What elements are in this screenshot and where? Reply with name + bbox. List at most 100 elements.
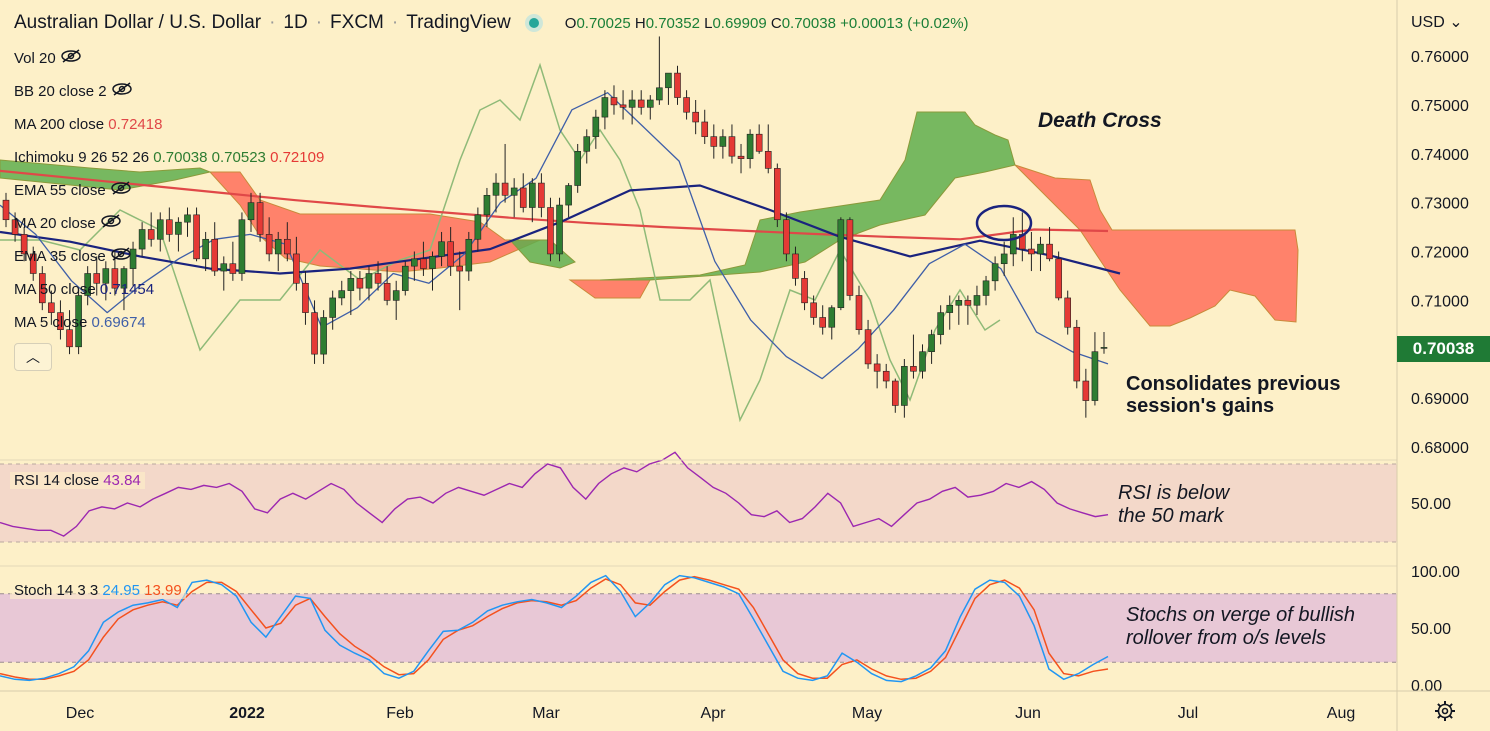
candle-bearish[interactable] — [66, 329, 73, 348]
candle-bullish[interactable] — [556, 204, 563, 255]
candle-bearish[interactable] — [256, 202, 264, 235]
candle-bullish[interactable] — [75, 295, 82, 348]
legend-rsi[interactable]: RSI 14 close 43.84 — [10, 472, 145, 489]
eye-off-icon[interactable] — [100, 214, 122, 228]
symbol-title[interactable]: Australian Dollar / U.S. Dollar — [14, 12, 262, 33]
candle-bearish[interactable] — [801, 278, 808, 304]
candle-bullish[interactable] — [474, 214, 482, 240]
candle-bullish[interactable] — [392, 290, 400, 301]
candle-bearish[interactable] — [20, 234, 28, 255]
legend-ma200[interactable]: MA 200 close 0.72418 — [14, 116, 163, 133]
candle-bearish[interactable] — [1064, 297, 1072, 328]
candle-bearish[interactable] — [456, 265, 464, 272]
candle-bullish[interactable] — [510, 187, 518, 196]
candle-bullish[interactable] — [592, 116, 600, 137]
candle-bearish[interactable] — [1055, 258, 1062, 299]
candle-bearish[interactable] — [284, 238, 291, 255]
candle-bullish[interactable] — [365, 273, 373, 289]
candle-bearish[interactable] — [810, 302, 817, 318]
candle-bullish[interactable] — [184, 214, 191, 223]
candle-bullish[interactable] — [84, 273, 91, 296]
candle-bullish[interactable] — [120, 268, 128, 289]
legend-stoch[interactable]: Stoch 14 3 3 24.95 13.99 — [10, 582, 186, 599]
candle-bullish[interactable] — [982, 280, 990, 296]
eye-off-icon[interactable] — [110, 247, 132, 261]
candle-bearish[interactable] — [619, 104, 627, 108]
candle-bearish[interactable] — [374, 273, 382, 284]
candle-bullish[interactable] — [429, 256, 436, 269]
candle-bullish[interactable] — [129, 248, 137, 269]
candle-bearish[interactable] — [891, 380, 899, 406]
candle-bullish[interactable] — [238, 219, 246, 274]
candle-bearish[interactable] — [356, 278, 364, 289]
candle-bearish[interactable] — [846, 219, 854, 296]
candle-bearish[interactable] — [111, 268, 119, 289]
interval-label[interactable]: 1D — [283, 12, 308, 33]
candle-bearish[interactable] — [864, 329, 872, 365]
candle-bullish[interactable] — [220, 263, 228, 272]
gear-icon[interactable] — [1434, 700, 1456, 722]
candle-bearish[interactable] — [674, 72, 681, 98]
eye-off-icon[interactable] — [110, 181, 132, 195]
candle-bearish[interactable] — [193, 214, 200, 260]
candle-bearish[interactable] — [11, 219, 19, 235]
candle-bearish[interactable] — [783, 219, 790, 255]
candle-bearish[interactable] — [311, 312, 318, 355]
candle-bullish[interactable] — [955, 300, 963, 306]
candle-bearish[interactable] — [293, 253, 300, 284]
legend-ma20[interactable]: MA 20 close — [14, 214, 122, 232]
candle-bullish[interactable] — [329, 297, 336, 318]
candle-bearish[interactable] — [1073, 326, 1081, 382]
candle-bullish[interactable] — [1091, 351, 1099, 401]
legend-ma5[interactable]: MA 5 close 0.69674 — [14, 314, 146, 331]
candle-bullish[interactable] — [1037, 243, 1044, 255]
candle-bullish[interactable] — [320, 317, 327, 355]
candle-bearish[interactable] — [538, 182, 545, 208]
candle-bearish[interactable] — [1082, 380, 1090, 401]
candle-bullish[interactable] — [565, 185, 572, 206]
legend-ema55[interactable]: EMA 55 close — [14, 181, 132, 199]
candle-bearish[interactable] — [2, 199, 10, 221]
candle-bullish[interactable] — [656, 87, 663, 101]
candle-bullish[interactable] — [574, 151, 581, 186]
candle-bullish[interactable] — [483, 194, 491, 216]
candle-bullish[interactable] — [601, 97, 609, 118]
candle-bullish[interactable] — [438, 241, 445, 257]
candle-bullish[interactable] — [937, 312, 944, 335]
candle-bearish[interactable] — [637, 99, 645, 108]
candle-bullish[interactable] — [1100, 347, 1108, 349]
candle-bearish[interactable] — [737, 155, 745, 159]
candle-bullish[interactable] — [665, 72, 672, 89]
candle-bearish[interactable] — [855, 295, 863, 330]
candle-bullish[interactable] — [347, 278, 355, 291]
candle-bearish[interactable] — [547, 207, 554, 255]
candle-bullish[interactable] — [646, 99, 654, 108]
candle-bullish[interactable] — [465, 238, 473, 272]
candle-bearish[interactable] — [420, 258, 427, 269]
candle-bearish[interactable] — [683, 97, 690, 113]
candle-bearish[interactable] — [819, 317, 826, 328]
candle-bearish[interactable] — [1046, 243, 1053, 260]
candle-bearish[interactable] — [383, 282, 391, 301]
candle-bearish[interactable] — [728, 136, 736, 157]
candle-bullish[interactable] — [1009, 234, 1017, 255]
candle-bullish[interactable] — [338, 290, 346, 299]
candle-bearish[interactable] — [774, 168, 781, 221]
candle-bearish[interactable] — [48, 302, 55, 313]
candle-bearish[interactable] — [447, 241, 454, 267]
candle-bullish[interactable] — [274, 238, 282, 255]
candle-bearish[interactable] — [302, 282, 309, 313]
candle-bullish[interactable] — [837, 219, 845, 309]
candle-bullish[interactable] — [401, 265, 409, 291]
candle-bearish[interactable] — [93, 273, 101, 284]
currency-selector[interactable]: USD ⌄ — [1411, 14, 1463, 31]
candle-bullish[interactable] — [928, 334, 935, 352]
candle-bullish[interactable] — [746, 133, 754, 159]
candle-bearish[interactable] — [873, 363, 881, 372]
candle-bearish[interactable] — [501, 182, 509, 196]
candle-bearish[interactable] — [166, 219, 173, 235]
candle-bullish[interactable] — [175, 221, 182, 235]
candle-bullish[interactable] — [583, 136, 591, 152]
